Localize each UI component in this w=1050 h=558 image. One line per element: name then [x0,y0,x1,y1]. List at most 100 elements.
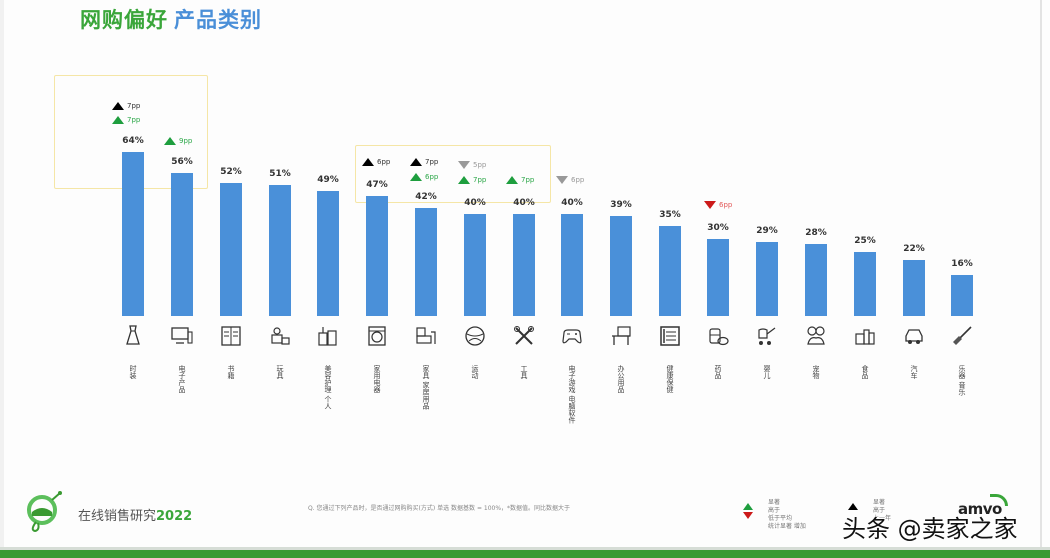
pet-icon [803,323,829,349]
legend-black-text: 显著 高于 上一年 [873,499,891,523]
category-label: 乐器 音乐 [958,365,966,396]
bar-value-label: 49% [317,174,339,185]
bar-value-label: 39% [610,200,632,211]
category-label: 汽车 [910,365,918,379]
bar-value-label: 51% [269,169,291,180]
tools-icon [511,323,537,349]
furniture-icon [413,323,439,349]
research-logo-icon [27,491,62,533]
category-label: 电子游戏 电脑软件 [568,365,576,424]
footer-divider [0,547,1050,550]
toy-icon [267,323,293,349]
annotation: 7pp [506,176,534,184]
annotation: 7pp [458,176,486,184]
legend-line: 显著 [768,499,781,506]
bar [854,252,876,316]
book-icon [218,323,244,349]
up-arrow-icon [362,158,374,166]
page-title: 网购偏好 产品类别 [80,4,262,34]
right-border [1040,0,1042,548]
category-label: 办公用品 [617,365,625,393]
category-label: 健康保健 [666,365,674,393]
up-arrow-icon [410,158,422,166]
bar [269,185,291,316]
cosmetics-icon [315,323,341,349]
office-icon [608,323,634,349]
annotation: 7pp [410,158,438,166]
legend-line: 高于 [873,507,886,514]
up-arrow-icon [743,503,753,510]
bar-value-label: 22% [903,243,925,254]
legend-line: 统计显著 增加 [768,523,806,530]
left-border [0,0,4,548]
category-label: 婴儿 [763,365,771,379]
legend-line: 上一年 [873,515,892,522]
bar-value-label: 30% [707,223,729,234]
up-arrow-icon [506,176,518,184]
annotation-text: 6pp [571,176,585,184]
annotation-text: 9pp [179,137,193,145]
annotation: 6pp [362,158,390,166]
annotation: 7pp [112,102,140,110]
category-label: 电子产品 [178,365,186,393]
up-arrow-icon [112,102,124,110]
category-label: 运动 [471,365,479,379]
annotation-text: 7pp [473,176,487,184]
annotation: 6pp [556,176,584,184]
amvo-signal-icon [990,494,1008,506]
bar [659,226,681,316]
title-part-green: 网购偏好 [80,8,168,32]
highlight-box-middle [355,145,551,203]
bar-value-label: 40% [561,197,583,208]
bar-value-label: 35% [659,210,681,221]
legend-line: 低于平均 [768,515,793,522]
category-label: 药品 [714,365,722,379]
footer-green-bar [0,550,1050,558]
bar-value-label: 40% [513,197,535,208]
category-label: 美容护理 个人 [324,365,332,410]
category-label: 书籍 [227,365,235,379]
bar [317,190,339,316]
bar-value-label: 64% [122,136,144,147]
footer-year: 2022 [156,509,193,524]
bar-value-label: 25% [854,236,876,246]
guitar-icon [949,323,975,349]
down-arrow-icon [743,512,753,519]
annotation-text: 6pp [425,173,439,181]
down-arrow-icon [458,161,470,169]
bar [951,275,973,316]
category-label: 家具 家居用品 [422,365,430,410]
bar-value-label: 47% [366,179,388,190]
bar-value-label: 42% [415,192,437,203]
bar-value-label: 52% [220,166,242,177]
watermark: 头条 @卖家之家 [842,515,1018,543]
category-label: 工具 [520,365,528,379]
medicine-icon [705,323,731,349]
sports-ball-icon [462,323,488,349]
category-label: 时装 [129,365,137,379]
down-arrow-icon [556,176,568,184]
bar [366,195,388,316]
annotation: 6pp [704,201,732,209]
legend-line: 显著 [873,499,886,506]
annotation-text: 7pp [127,102,141,110]
annotation-text: 7pp [425,158,439,166]
car-icon [901,323,927,349]
bar [513,213,535,316]
bar [171,172,193,316]
amvo-logo: amvo [958,500,1002,518]
category-label: 宠物 [812,365,820,379]
footnote: Q. 您通过下列产品时，是否通过网购购买(方式) 单选 数据基数 = 100%，… [308,505,571,512]
bar-value-label: 56% [171,156,193,167]
stroller-icon [754,323,780,349]
bar [415,208,437,316]
annotation: 5pp [458,161,486,169]
legend-updown-text: 显著 高于 低于平均 统计显著 增加 [768,499,806,531]
bar [464,213,486,316]
annotation-text: 6pp [377,158,391,166]
legend-updown-icon [743,503,753,519]
category-label: 玩具 [276,365,284,379]
up-arrow-icon [410,173,422,181]
bar-value-label: 40% [464,197,486,208]
